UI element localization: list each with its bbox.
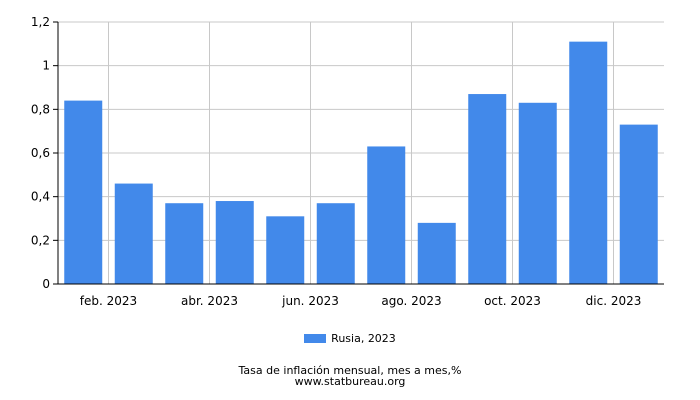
bar [367,146,406,284]
x-tick-label: feb. 2023 [80,294,137,308]
y-tick-label: 0 [42,277,50,291]
x-tick-label: dic. 2023 [586,294,642,308]
bar [316,203,355,284]
legend-label: Rusia, 2023 [331,332,396,345]
x-tick-label: abr. 2023 [181,294,238,308]
y-tick-label: 0,6 [31,146,50,160]
x-tick-labels: feb. 2023 abr. 2023 jun. 2023 ago. 2023 oct.… [80,294,642,308]
bar [266,216,305,284]
legend: Rusia, 2023 [0,332,700,345]
legend-swatch [304,334,327,343]
x-tick-label: ago. 2023 [381,294,441,308]
chart-caption: Tasa de inflación mensual, mes a mes,% [238,364,462,377]
bar [215,201,254,284]
axes [53,21,664,285]
y-tick-label: 1 [42,59,50,73]
bar [165,203,204,284]
bar [569,41,608,285]
y-tick-label: 0,8 [31,102,50,116]
bar [468,94,507,284]
y-tick-label: 0,4 [31,190,50,204]
y-tick-labels: 0 0,2 0,4 0,6 0,8 1 1,2 [31,15,50,291]
inflation-bar-chart: 0 0,2 0,4 0,6 0,8 1 1,2 feb. 2023 abr. 2023 jun.… [31,15,664,308]
x-tick-label: oct. 2023 [484,294,541,308]
bar [518,102,557,285]
bar [619,124,658,284]
grid-lines [58,21,664,284]
y-tick-label: 0,2 [31,233,50,247]
x-tick-label: jun. 2023 [281,294,339,308]
bar [114,183,153,284]
bars [64,41,658,285]
bar [64,100,103,284]
y-tick-label: 1,2 [31,15,50,29]
source-link[interactable]: www.statbureau.org [294,375,406,388]
bar [417,222,456,284]
